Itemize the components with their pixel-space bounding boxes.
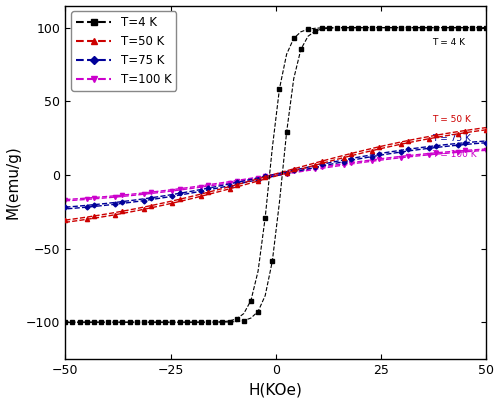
Text: T = 75 K: T = 75 K bbox=[432, 134, 470, 143]
Y-axis label: M(emu/g): M(emu/g) bbox=[6, 145, 20, 219]
Text: T = 100 K: T = 100 K bbox=[432, 150, 476, 159]
Text: T = 4 K: T = 4 K bbox=[432, 38, 464, 47]
Text: T = 50 K: T = 50 K bbox=[432, 115, 470, 124]
X-axis label: H(KOe): H(KOe) bbox=[249, 382, 303, 397]
Legend: T=4 K, T=50 K, T=75 K, T=100 K: T=4 K, T=50 K, T=75 K, T=100 K bbox=[72, 11, 176, 91]
